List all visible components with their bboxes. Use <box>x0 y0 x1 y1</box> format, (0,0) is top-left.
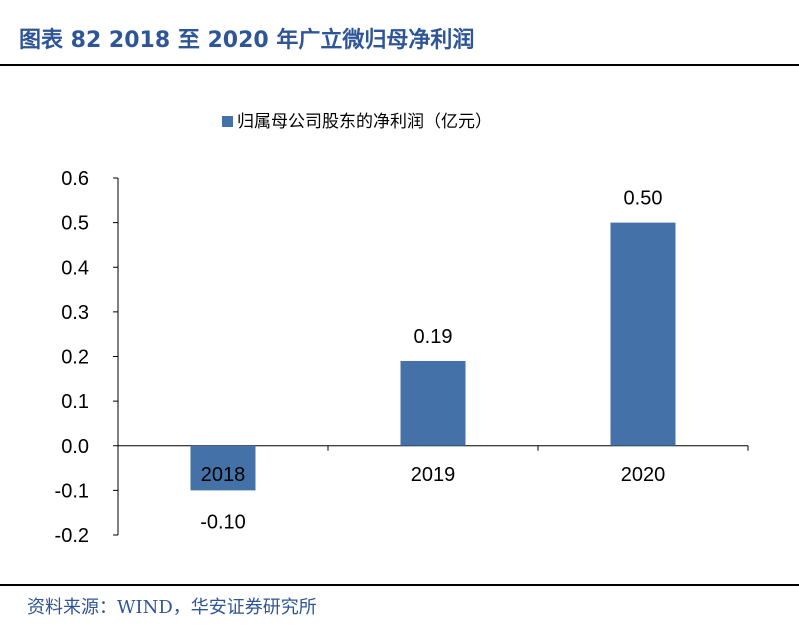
figure-title: 图表 82 2018 至 2020 年广立微归母净利润 <box>19 28 475 53</box>
legend: 归属母公司股东的净利润（亿元） <box>222 112 492 132</box>
y-tick-label: 0.3 <box>61 302 89 324</box>
y-tick-label: 0.4 <box>61 257 89 279</box>
y-tick-label: 0.2 <box>61 347 89 369</box>
x-category-label: 2019 <box>411 464 456 486</box>
bar <box>610 222 676 446</box>
data-label: 0.19 <box>414 326 453 348</box>
source-note: 资料来源：WIND，华安证券研究所 <box>27 597 317 618</box>
y-tick-label: 0.0 <box>61 436 89 458</box>
legend-label: 归属母公司股东的净利润（亿元） <box>237 112 492 132</box>
data-label: 0.50 <box>624 188 663 210</box>
data-label: -0.10 <box>200 511 246 533</box>
legend-swatch <box>222 116 233 127</box>
top-rule <box>0 64 799 66</box>
bottom-rule <box>0 584 799 586</box>
bar <box>400 360 466 446</box>
y-tick-label: 0.1 <box>61 391 89 413</box>
y-tick-label: 0.5 <box>61 213 89 235</box>
x-category-label: 2018 <box>201 464 246 486</box>
bar-chart: 归属母公司股东的净利润（亿元） 0.6 0.5 0.4 0.3 0.2 0.1 0.0 -0.… <box>55 112 749 547</box>
plot-area: 0.6 0.5 0.4 0.3 0.2 0.1 0.0 -0.1 -0.2 2018 -0.10 20… <box>55 168 749 547</box>
y-tick-label: 0.6 <box>61 168 89 190</box>
y-tick-label: -0.2 <box>55 525 89 547</box>
bar <box>190 445 256 491</box>
y-tick-label: -0.1 <box>55 480 89 502</box>
x-category-label: 2020 <box>621 464 666 486</box>
